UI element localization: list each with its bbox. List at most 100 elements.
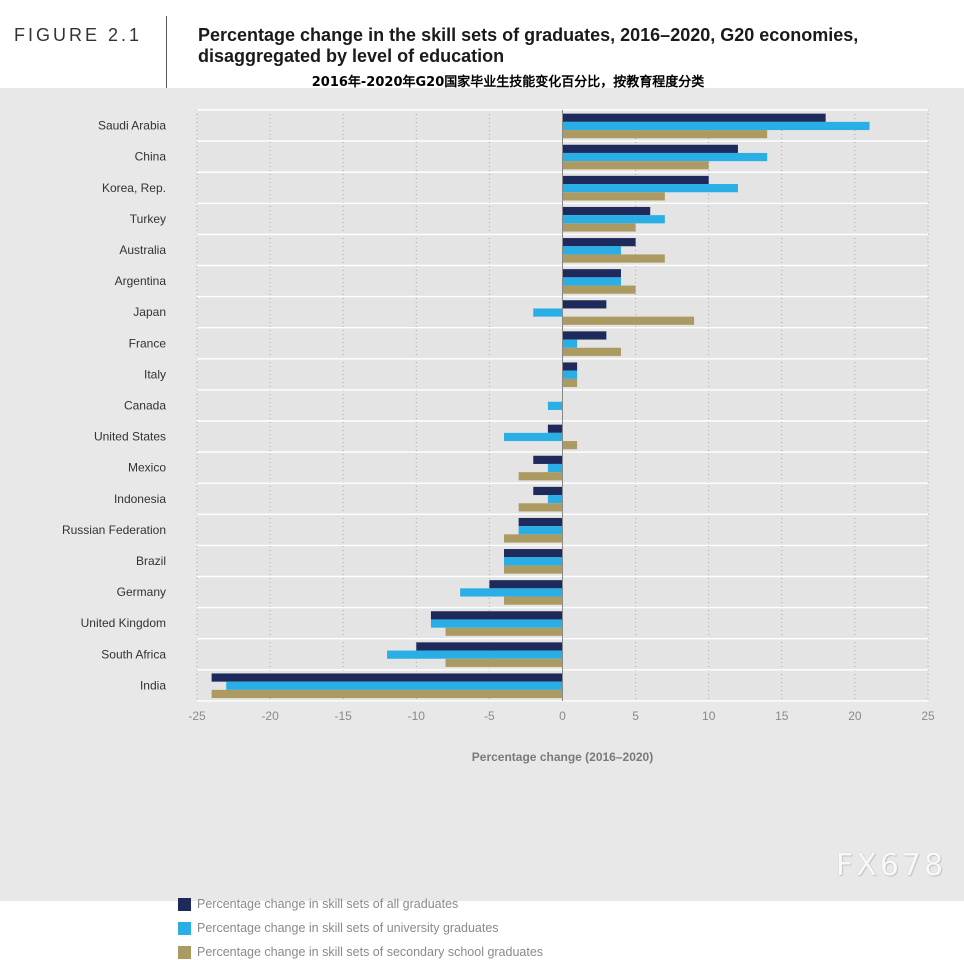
chart-subtitle: 2016年-2020年G20国家毕业生技能变化百分比，按教育程度分类: [311, 75, 705, 90]
bar-russian-federation-series-2: [504, 534, 563, 543]
x-tick-label-7: 10: [702, 709, 716, 723]
category-label-15: Germany: [117, 585, 166, 599]
bar-south-africa-series-2: [445, 658, 563, 667]
figure-label: FIGURE 2.1: [14, 25, 143, 45]
bar-france-series-0: [562, 331, 607, 340]
category-label-3: Turkey: [130, 212, 166, 226]
bar-russian-federation-series-0: [518, 517, 563, 527]
bar-argentina-series-2: [562, 285, 636, 294]
figure-header: FIGURE 2.1 Percentage change in the skil…: [0, 0, 964, 90]
bar-saudi-arabia-series-1: [562, 121, 870, 131]
bar-chart: Saudi Arabia China Korea, Rep. Turkey Austra…: [62, 109, 935, 764]
bar-japan-series-0: [562, 300, 607, 309]
bar-india-series-1: [226, 681, 563, 690]
bar-korea-rep-series-0: [562, 175, 709, 185]
category-label-13: Russian Federation: [62, 523, 166, 537]
category-label-9: Canada: [124, 398, 166, 412]
bar-russian-federation-series-1: [518, 526, 563, 535]
x-tick-label-0: -25: [188, 709, 206, 723]
category-label-0: Saudi Arabia: [98, 119, 166, 133]
bar-mexico-series-0: [533, 455, 563, 464]
category-label-7: France: [129, 336, 167, 350]
category-label-18: India: [140, 678, 166, 692]
category-label-17: South Africa: [101, 647, 166, 661]
legend-swatch-all-graduates: [178, 898, 191, 911]
chart-panel: Saudi Arabia China Korea, Rep. Turkey Austra…: [0, 88, 964, 959]
bar-germany-series-2: [504, 596, 563, 605]
bar-brazil-series-0: [504, 549, 563, 558]
bar-germany-series-1: [460, 588, 563, 597]
bar-south-africa-series-1: [387, 650, 563, 659]
x-tick-label-6: 5: [632, 709, 639, 723]
x-tick-label-5: 0: [559, 709, 566, 723]
x-tick-label-8: 15: [775, 709, 789, 723]
category-label-14: Brazil: [136, 554, 166, 568]
category-label-2: Korea, Rep.: [102, 181, 166, 195]
bar-italy-series-1: [562, 370, 578, 379]
bar-indonesia-series-0: [533, 486, 563, 496]
category-label-8: Italy: [144, 367, 166, 381]
x-tick-label-9: 20: [848, 709, 862, 723]
x-axis-label: Percentage change (2016–2020): [472, 750, 653, 764]
bar-germany-series-0: [489, 580, 563, 589]
legend-label-all-graduates: Percentage change in skill sets of all g…: [197, 897, 459, 911]
category-label-1: China: [135, 150, 167, 164]
x-tick-label-3: -10: [408, 709, 426, 723]
x-tick-label-2: -15: [335, 709, 353, 723]
bar-japan-series-2: [562, 316, 695, 325]
category-label-16: United Kingdom: [81, 616, 166, 630]
bar-united-kingdom-series-1: [430, 619, 563, 628]
bar-korea-rep-series-1: [562, 184, 738, 193]
category-label-10: United States: [94, 430, 166, 444]
bar-argentina-series-1: [562, 277, 621, 286]
chart-title: Percentage change in the skill sets of g…: [198, 25, 859, 66]
bar-united-states-series-1: [504, 432, 563, 442]
bar-south-africa-series-0: [416, 642, 563, 651]
legend-swatch-secondary: [178, 946, 191, 959]
bar-china-series-2: [562, 161, 709, 170]
bar-india-series-2: [211, 689, 563, 699]
bar-korea-rep-series-2: [562, 192, 665, 201]
bar-china-series-0: [562, 144, 738, 153]
bar-united-states-series-0: [547, 424, 563, 433]
bar-italy-series-0: [562, 362, 578, 371]
x-tick-label-1: -20: [261, 709, 279, 723]
bar-mexico-series-1: [547, 463, 563, 473]
category-label-12: Indonesia: [114, 492, 166, 506]
legend-label-university: Percentage change in skill sets of unive…: [197, 921, 499, 935]
bar-turkey-series-1: [562, 215, 665, 224]
watermark-logo: FX678: [836, 848, 947, 883]
bar-turkey-series-0: [562, 206, 651, 216]
x-tick-label-4: -5: [484, 709, 495, 723]
bar-france-series-2: [562, 347, 621, 356]
bar-indonesia-series-2: [518, 503, 563, 512]
bar-australia-series-2: [562, 254, 665, 263]
bar-australia-series-1: [562, 246, 621, 255]
bar-brazil-series-2: [504, 565, 563, 574]
bar-turkey-series-2: [562, 223, 636, 232]
bar-argentina-series-0: [562, 269, 621, 278]
category-label-4: Australia: [119, 243, 166, 257]
legend-swatch-university: [178, 922, 191, 935]
category-label-6: Japan: [133, 305, 166, 319]
bar-france-series-1: [562, 339, 578, 348]
legend-label-secondary: Percentage change in skill sets of secon…: [197, 945, 544, 959]
bar-brazil-series-1: [504, 557, 563, 566]
bar-saudi-arabia-series-2: [562, 130, 768, 139]
bar-mexico-series-2: [518, 472, 563, 481]
bar-united-kingdom-series-0: [430, 611, 563, 620]
bar-japan-series-1: [533, 308, 563, 317]
bar-australia-series-0: [562, 238, 636, 247]
bar-united-kingdom-series-2: [445, 627, 563, 636]
bar-united-states-series-2: [562, 441, 578, 450]
x-tick-label-10: 25: [921, 709, 935, 723]
bar-india-series-0: [211, 673, 563, 682]
bar-saudi-arabia-series-0: [562, 113, 826, 122]
bar-canada-series-1: [547, 401, 563, 410]
category-label-5: Argentina: [115, 274, 167, 288]
bar-italy-series-2: [562, 378, 578, 388]
header-divider: [166, 16, 167, 88]
bar-indonesia-series-1: [547, 495, 563, 504]
category-label-11: Mexico: [128, 461, 166, 475]
bar-china-series-1: [562, 152, 768, 162]
